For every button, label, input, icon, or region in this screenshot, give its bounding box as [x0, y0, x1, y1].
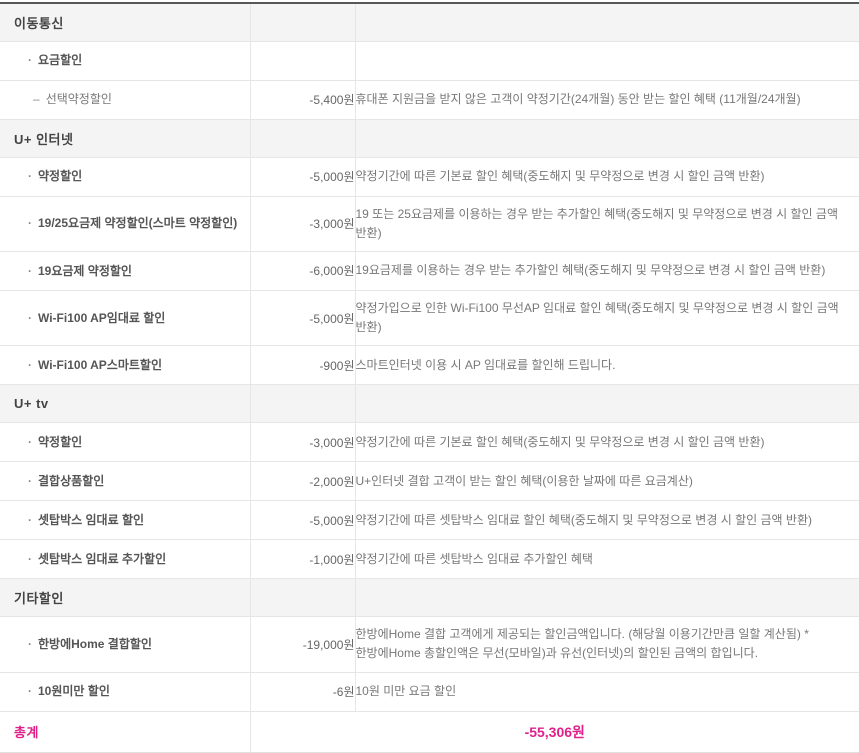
bullet-marker-icon — [28, 513, 32, 527]
section-header-row: 기타할인 — [0, 578, 859, 618]
discount-item-label: 셋탑박스 임대료 할인 — [0, 500, 251, 541]
discount-amount — [250, 119, 356, 158]
bullet-marker-icon — [28, 552, 32, 566]
bullet-marker-icon — [28, 53, 32, 67]
discount-description: 약정기간에 따른 기본료 할인 혜택(중도해지 및 무약정으로 변경 시 할인 … — [355, 422, 859, 463]
section-title: 이동통신 — [0, 3, 251, 42]
total-row: 총계 -55,306원 — [0, 711, 859, 753]
discount-amount — [250, 384, 356, 424]
dash-marker-icon — [33, 92, 40, 106]
discount-amount: -19,000원 — [250, 616, 356, 673]
discount-description — [355, 578, 859, 618]
discount-amount — [250, 41, 356, 81]
discount-amount: -6원 — [250, 672, 356, 712]
section-header-row: U+ tv — [0, 384, 859, 424]
bullet-marker-icon — [28, 684, 32, 698]
discount-description — [355, 384, 859, 424]
discount-description: U+인터넷 결합 고객이 받는 할인 혜택(이용한 날짜에 따른 요금계산) — [355, 461, 859, 502]
discount-item-label: 한방에Home 결합할인 — [0, 616, 251, 673]
bullet-marker-icon — [28, 264, 32, 278]
discount-amount: -1,000원 — [250, 539, 356, 580]
bullet-marker-icon — [28, 311, 32, 325]
discount-item-label: 10원미만 할인 — [0, 672, 251, 712]
discount-description: 약정가입으로 인한 Wi-Fi100 무선AP 임대료 할인 혜택(중도해지 및… — [355, 290, 859, 347]
discount-amount: -900원 — [250, 345, 356, 386]
discount-row: 요금할인 — [0, 41, 859, 81]
discount-amount: -5,000원 — [250, 290, 356, 347]
discount-description: 약정기간에 따른 셋탑박스 임대료 할인 혜택(중도해지 및 무약정으로 변경 … — [355, 500, 859, 541]
discount-item-label: Wi-Fi100 AP스마트할인 — [0, 345, 251, 386]
bullet-marker-icon — [28, 169, 32, 183]
discount-description: 한방에Home 결합 고객에게 제공되는 할인금액입니다. (해당월 이용기간만… — [355, 616, 859, 673]
section-title: 기타할인 — [0, 578, 251, 618]
discount-description: 19 또는 25요금제를 이용하는 경우 받는 추가할인 혜택(중도해지 및 무… — [355, 196, 859, 252]
discount-amount: -3,000원 — [250, 422, 356, 463]
discount-item-label: 요금할인 — [0, 41, 251, 81]
section-title: U+ tv — [0, 384, 251, 424]
discount-amount: -5,000원 — [250, 157, 356, 197]
discount-amount: -6,000원 — [250, 251, 356, 291]
total-amount: -55,306원 — [250, 711, 859, 753]
discount-amount — [250, 578, 356, 618]
bullet-marker-icon — [28, 358, 32, 372]
discount-item-label: Wi-Fi100 AP임대료 할인 — [0, 290, 251, 347]
discount-description: 약정기간에 따른 기본료 할인 혜택(중도해지 및 무약정으로 변경 시 할인 … — [355, 157, 859, 197]
discount-item-label: 선택약정할인 — [0, 80, 251, 120]
discount-description: 19요금제를 이용하는 경우 받는 추가할인 혜택(중도해지 및 무약정으로 변… — [355, 251, 859, 291]
bullet-marker-icon — [28, 474, 32, 488]
discount-amount: -3,000원 — [250, 196, 356, 252]
discount-description — [355, 119, 859, 158]
section-header-row: U+ 인터넷 — [0, 119, 859, 158]
total-label: 총계 — [0, 711, 251, 753]
discount-description: 10원 미만 요금 할인 — [355, 672, 859, 712]
discount-description: 스마트인터넷 이용 시 AP 임대료를 할인해 드립니다. — [355, 345, 859, 386]
discount-description — [355, 41, 859, 81]
discount-item-label: 19요금제 약정할인 — [0, 251, 251, 291]
section-header-row: 이동통신 — [0, 3, 859, 42]
discount-description: 약정기간에 따른 셋탑박스 임대료 추가할인 혜택 — [355, 539, 859, 580]
discount-item-label: 약정할인 — [0, 422, 251, 463]
discount-amount: -2,000원 — [250, 461, 356, 502]
bullet-marker-icon — [28, 216, 32, 230]
discount-item-label: 셋탑박스 임대료 추가할인 — [0, 539, 251, 580]
discount-item-label: 19/25요금제 약정할인(스마트 약정할인) — [0, 196, 251, 252]
discount-description: 휴대폰 지원금을 받지 않은 고객이 약정기간(24개월) 동안 받는 할인 혜… — [355, 80, 859, 120]
discount-amount — [250, 3, 356, 42]
bullet-marker-icon — [28, 435, 32, 449]
discount-item-label: 약정할인 — [0, 157, 251, 197]
bullet-marker-icon — [28, 637, 32, 651]
discount-description — [355, 3, 859, 42]
discount-amount: -5,000원 — [250, 500, 356, 541]
discount-amount: -5,400원 — [250, 80, 356, 120]
section-title: U+ 인터넷 — [0, 119, 251, 158]
discount-item-label: 결합상품할인 — [0, 461, 251, 502]
